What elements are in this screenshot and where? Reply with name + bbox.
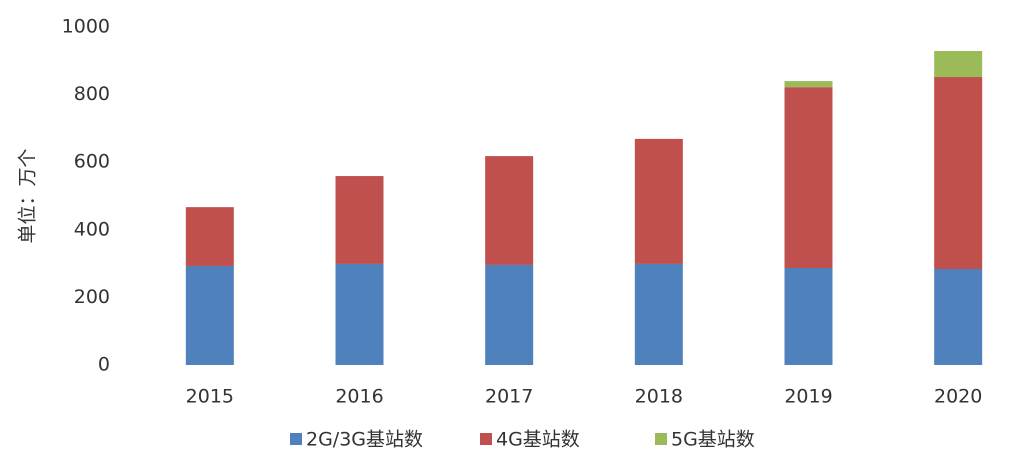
- y-tick-label: 200: [74, 286, 110, 308]
- y-tick-label: 0: [98, 354, 110, 376]
- legend-swatch: [290, 433, 302, 445]
- bar-segment: [185, 265, 234, 365]
- x-tick-label: 2019: [784, 386, 832, 408]
- x-tick-label: 2018: [635, 386, 683, 408]
- bar-segment: [634, 138, 683, 264]
- legend-label: 4G基站数: [496, 429, 580, 451]
- x-tick-label: 2020: [934, 386, 982, 408]
- x-tick-label: 2017: [485, 386, 533, 408]
- legend-label: 5G基站数: [671, 429, 755, 451]
- bar-segment: [934, 50, 983, 78]
- bar-segment: [485, 156, 534, 265]
- bar-segment: [634, 263, 683, 365]
- x-tick-label: 2016: [335, 386, 383, 408]
- x-tick-label: 2015: [186, 386, 234, 408]
- bar-segment: [335, 263, 384, 365]
- bar-segment: [784, 87, 833, 268]
- bar-segment: [185, 207, 234, 266]
- bar-segment: [934, 77, 983, 270]
- legend-swatch: [480, 433, 492, 445]
- y-axis-label: 单位：万个: [17, 148, 39, 243]
- y-tick-label: 600: [74, 151, 110, 173]
- y-tick-label: 1000: [62, 16, 110, 38]
- bar-segment: [335, 176, 384, 264]
- bar-segment: [784, 81, 833, 88]
- bar-segment: [485, 264, 534, 365]
- bar-segment: [784, 267, 833, 365]
- legend-swatch: [655, 433, 667, 445]
- y-tick-label: 800: [74, 83, 110, 105]
- legend-label: 2G/3G基站数: [306, 429, 423, 451]
- bar-segment: [934, 269, 983, 365]
- y-tick-label: 400: [74, 218, 110, 240]
